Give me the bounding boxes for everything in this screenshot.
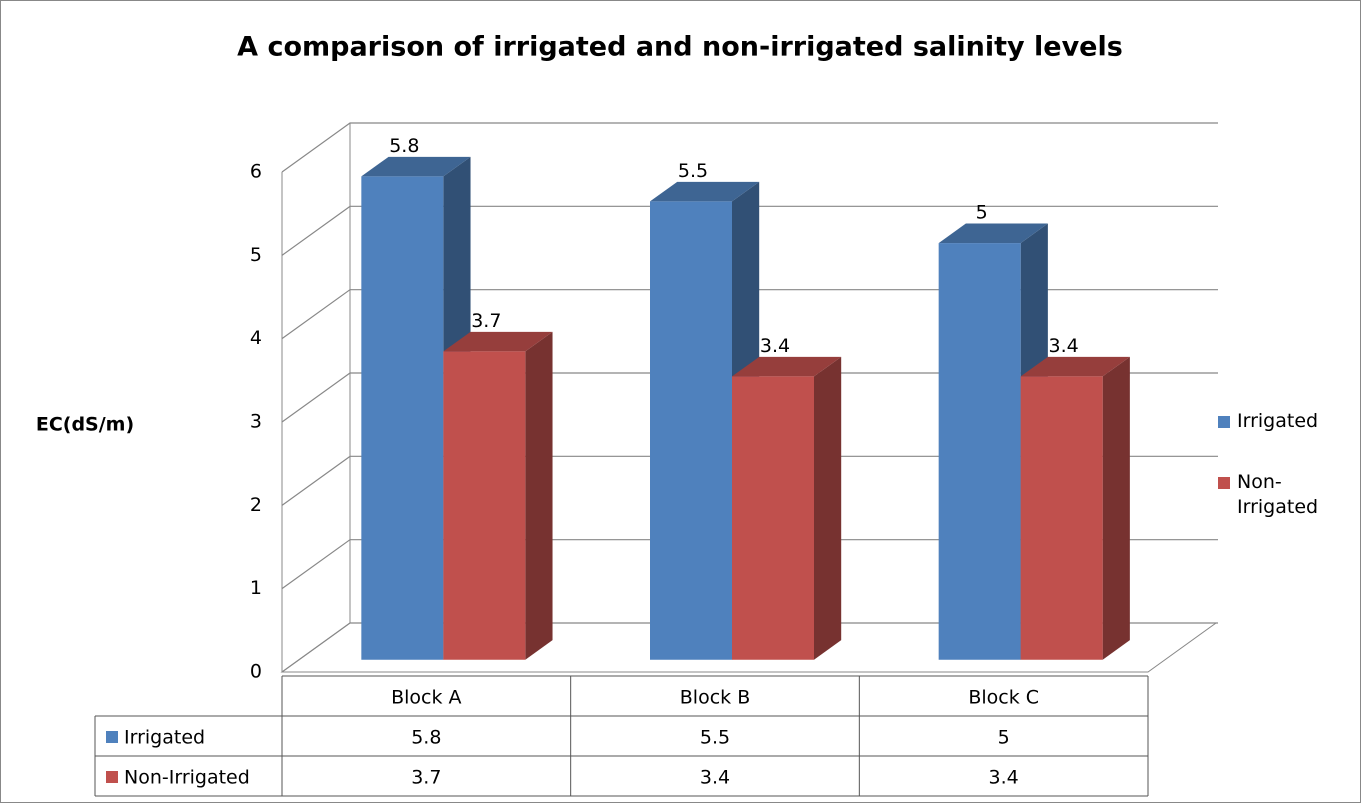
- x-tick-label: Block B: [680, 687, 750, 709]
- bar-top: [732, 356, 842, 377]
- bar-side: [1102, 356, 1130, 660]
- bar-front: [650, 201, 732, 660]
- bar-front: [732, 376, 814, 660]
- table-value: 3.7: [411, 767, 441, 789]
- bar-front: [443, 351, 526, 660]
- table-value: 5.5: [700, 727, 730, 749]
- y-tick-label: 3: [250, 411, 262, 433]
- chart-title: A comparison of irrigated and non-irriga…: [237, 32, 1123, 63]
- table-value: 3.4: [700, 767, 730, 789]
- bar-top: [938, 223, 1048, 244]
- bar: [1020, 356, 1130, 660]
- y-tick-label: 6: [250, 161, 262, 183]
- bar-top: [650, 181, 760, 202]
- table-series-name: Non-Irrigated: [124, 767, 250, 789]
- legend-label: Non-Irrigated: [1237, 471, 1319, 518]
- bar-front: [938, 243, 1021, 660]
- bar: [443, 331, 553, 660]
- legend-key: [1218, 477, 1230, 489]
- x-tick-label: Block A: [391, 687, 461, 709]
- legend-key: [1218, 416, 1230, 428]
- table-value: 3.4: [989, 767, 1019, 789]
- bar: [650, 181, 760, 660]
- bar-front: [361, 176, 444, 660]
- y-tick-label: 2: [250, 494, 262, 516]
- data-label: 3.4: [1049, 335, 1079, 357]
- x-tick-label: Block C: [968, 687, 1039, 709]
- y-axis-label: EC(dS/m): [36, 414, 134, 436]
- bar: [732, 356, 842, 660]
- table-legend-key: [106, 771, 118, 783]
- y-tick-label: 5: [250, 244, 262, 266]
- grid-line: [281, 289, 1218, 340]
- bar-side: [814, 356, 842, 660]
- data-label: 5.5: [678, 160, 708, 182]
- grid-line: [281, 622, 1218, 673]
- data-label: 3.4: [760, 335, 790, 357]
- bar-top: [443, 331, 553, 352]
- table-value: 5.8: [411, 727, 441, 749]
- grid-line: [281, 205, 1218, 256]
- legend-item: Irrigated: [1218, 409, 1342, 434]
- y-tick-label: 1: [250, 577, 262, 599]
- legend-label: Irrigated: [1237, 410, 1319, 432]
- grid-line: [281, 372, 1218, 423]
- data-label: 5: [976, 202, 988, 224]
- table-value: 5: [998, 727, 1010, 749]
- bar-side: [525, 331, 553, 660]
- grid-line: [281, 122, 1218, 173]
- bar-top: [361, 156, 471, 177]
- bar-top: [1020, 356, 1130, 377]
- table-series-name: Irrigated: [124, 727, 205, 749]
- grid-line: [281, 539, 1218, 590]
- data-label: 5.8: [389, 135, 419, 157]
- y-tick-label: 4: [250, 327, 262, 349]
- legend-item: Non-Irrigated: [1218, 470, 1342, 520]
- y-tick-label: 0: [250, 661, 262, 683]
- grid-line: [281, 455, 1218, 506]
- bar-front: [1020, 376, 1103, 660]
- data-label: 3.7: [471, 310, 501, 332]
- table-legend-key: [106, 731, 118, 743]
